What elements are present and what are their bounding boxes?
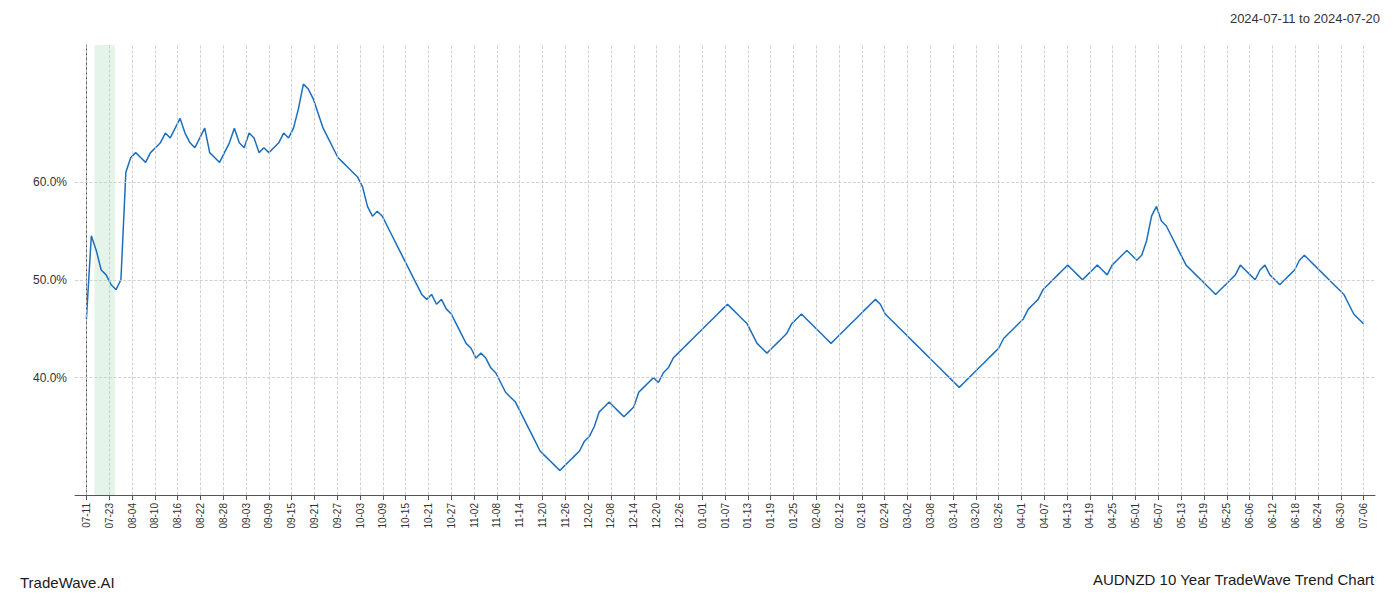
svg-text:12-02: 12-02 — [583, 503, 594, 529]
svg-text:04-19: 04-19 — [1084, 503, 1095, 529]
svg-text:11-08: 11-08 — [491, 503, 502, 528]
svg-text:09-21: 09-21 — [309, 503, 320, 529]
svg-text:07-23: 07-23 — [104, 503, 115, 529]
svg-text:03-08: 03-08 — [925, 503, 936, 529]
svg-text:01-19: 01-19 — [765, 503, 776, 529]
svg-text:2024-07-11 to 2024-07-20: 2024-07-11 to 2024-07-20 — [1230, 11, 1380, 26]
svg-text:01-07: 01-07 — [720, 503, 731, 529]
svg-text:09-27: 09-27 — [332, 503, 343, 529]
svg-text:05-01: 05-01 — [1130, 503, 1141, 529]
svg-text:09-03: 09-03 — [241, 503, 252, 529]
svg-text:02-24: 02-24 — [879, 503, 890, 529]
svg-text:12-14: 12-14 — [628, 503, 639, 529]
svg-text:10-27: 10-27 — [446, 503, 457, 529]
svg-text:12-08: 12-08 — [605, 503, 616, 529]
svg-text:02-18: 02-18 — [856, 503, 867, 529]
svg-text:10-15: 10-15 — [400, 503, 411, 529]
svg-text:06-18: 06-18 — [1290, 503, 1301, 529]
svg-text:60.0%: 60.0% — [33, 175, 67, 189]
svg-text:03-14: 03-14 — [948, 503, 959, 529]
svg-text:10-21: 10-21 — [423, 503, 434, 529]
svg-text:05-07: 05-07 — [1153, 503, 1164, 529]
svg-text:04-01: 04-01 — [1016, 503, 1027, 529]
svg-text:05-13: 05-13 — [1176, 503, 1187, 529]
svg-text:06-12: 06-12 — [1267, 503, 1278, 529]
svg-text:04-25: 04-25 — [1107, 503, 1118, 529]
svg-text:07-11: 07-11 — [81, 503, 92, 528]
svg-text:50.0%: 50.0% — [33, 273, 67, 287]
svg-text:01-13: 01-13 — [742, 503, 753, 529]
svg-text:11-02: 11-02 — [469, 503, 480, 528]
svg-text:09-09: 09-09 — [263, 503, 274, 529]
svg-text:11-20: 11-20 — [537, 503, 548, 528]
svg-text:03-26: 03-26 — [993, 503, 1004, 529]
svg-text:09-15: 09-15 — [286, 503, 297, 529]
svg-text:08-28: 08-28 — [218, 503, 229, 529]
svg-text:04-13: 04-13 — [1062, 503, 1073, 529]
svg-text:10-09: 10-09 — [377, 503, 388, 529]
svg-text:11-14: 11-14 — [514, 503, 525, 528]
svg-text:05-25: 05-25 — [1221, 503, 1232, 529]
svg-text:08-10: 08-10 — [149, 503, 160, 529]
svg-text:12-20: 12-20 — [651, 503, 662, 529]
svg-text:05-19: 05-19 — [1198, 503, 1209, 529]
svg-text:03-02: 03-02 — [902, 503, 913, 529]
svg-text:08-22: 08-22 — [195, 503, 206, 529]
svg-text:10-03: 10-03 — [355, 503, 366, 529]
svg-text:02-12: 02-12 — [834, 503, 845, 529]
svg-text:07-06: 07-06 — [1358, 503, 1369, 529]
svg-text:TradeWave.AI: TradeWave.AI — [20, 574, 115, 591]
svg-text:02-06: 02-06 — [811, 503, 822, 529]
svg-text:40.0%: 40.0% — [33, 371, 67, 385]
svg-text:11-26: 11-26 — [560, 503, 571, 528]
svg-text:AUDNZD 10 Year TradeWave Trend: AUDNZD 10 Year TradeWave Trend Chart — [1093, 571, 1375, 588]
svg-text:04-07: 04-07 — [1039, 503, 1050, 529]
svg-text:06-24: 06-24 — [1312, 503, 1323, 529]
svg-text:03-20: 03-20 — [970, 503, 981, 529]
svg-text:12-26: 12-26 — [674, 503, 685, 529]
svg-text:06-30: 06-30 — [1335, 503, 1346, 529]
svg-text:01-01: 01-01 — [697, 503, 708, 529]
svg-text:08-04: 08-04 — [127, 503, 138, 529]
svg-text:06-06: 06-06 — [1244, 503, 1255, 529]
svg-text:08-16: 08-16 — [172, 503, 183, 529]
svg-text:01-25: 01-25 — [788, 503, 799, 529]
